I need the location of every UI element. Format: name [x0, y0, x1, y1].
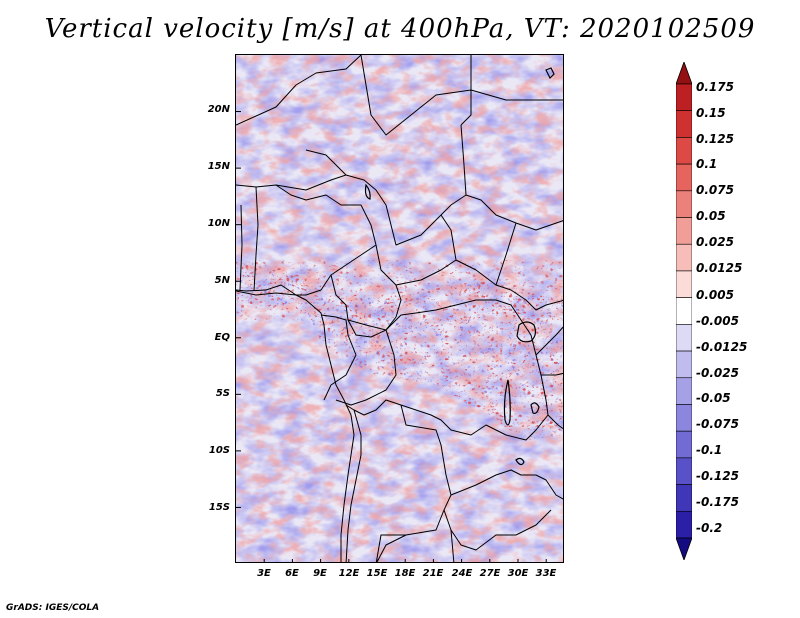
- lat-tick-label: 5S: [215, 388, 230, 399]
- lat-tick-label: 10N: [207, 218, 230, 229]
- colorbar-label: -0.025: [696, 366, 739, 380]
- colorbar-label: -0.075: [696, 417, 739, 431]
- country-boundaries: [236, 55, 563, 562]
- lon-tick-label: 24E: [451, 568, 473, 579]
- lon-tick-label: 15E: [366, 568, 388, 579]
- chart-title: Vertical velocity [m/s] at 400hPa, VT: 2…: [44, 14, 756, 44]
- lon-tick-label: 30E: [507, 568, 529, 579]
- colorbar-swatch: [676, 404, 692, 432]
- colorbar-label: 0.0125: [696, 261, 743, 275]
- colorbar-bottom-arrow: [676, 537, 692, 560]
- lon-tick-label: 27E: [479, 568, 501, 579]
- lat-tick-label: 10S: [208, 445, 230, 456]
- lon-tick-label: 33E: [535, 568, 557, 579]
- lat-tick-label: 5N: [214, 275, 230, 286]
- colorbar-label: 0.05: [696, 209, 726, 223]
- colorbar-swatch: [676, 510, 692, 539]
- lon-tick-label: 12E: [338, 568, 360, 579]
- colorbar-swatch: [676, 457, 692, 485]
- lon-tick-label: 21E: [422, 568, 444, 579]
- itcz-band: [236, 260, 563, 320]
- velocity-field-map: [236, 55, 563, 562]
- colorbar-swatch: [676, 163, 692, 192]
- colorbar-swatch: [676, 217, 692, 245]
- colorbar: [676, 62, 692, 560]
- colorbar-swatch: [676, 110, 692, 138]
- colorbar-label: -0.005: [696, 314, 739, 328]
- colorbar-label: -0.175: [696, 495, 739, 509]
- colorbar-swatch: [676, 484, 692, 512]
- colorbar-top-arrow: [676, 62, 692, 85]
- colorbar-label: -0.0125: [696, 340, 748, 354]
- colorbar-label: 0.175: [696, 80, 734, 94]
- colorbar-swatch: [676, 190, 692, 218]
- colorbar-swatch: [676, 83, 692, 112]
- colorbar-swatch: [676, 430, 692, 459]
- lat-tick-label: 20N: [207, 104, 230, 115]
- lon-tick-label: 3E: [257, 568, 271, 579]
- colorbar-swatch: [676, 377, 692, 405]
- lon-tick-label: 18E: [394, 568, 416, 579]
- colorbar-label: -0.2: [696, 521, 723, 535]
- lat-tick-label: 15S: [208, 502, 230, 513]
- colorbar-swatch: [676, 243, 692, 272]
- colorbar-label: -0.1: [696, 443, 723, 457]
- colorbar-label: 0.125: [696, 132, 734, 146]
- lat-tick-label: 15N: [207, 161, 230, 172]
- colorbar-swatch: [676, 297, 692, 325]
- colorbar-label: -0.05: [696, 391, 731, 405]
- map-panel: [235, 54, 564, 563]
- lon-tick-label: 9E: [313, 568, 327, 579]
- colorbar-swatch: [676, 270, 692, 298]
- lakes: [364, 67, 555, 466]
- colorbar-swatch: [676, 137, 692, 165]
- colorbar-swatch: [676, 350, 692, 379]
- colorbar-swatch: [676, 324, 692, 352]
- lat-tick-label: EQ: [214, 332, 230, 343]
- lon-tick-label: 6E: [285, 568, 299, 579]
- colorbar-label: 0.005: [696, 288, 734, 302]
- colorbar-label: -0.125: [696, 469, 739, 483]
- colorbar-label: 0.15: [696, 106, 726, 120]
- credit-label: GrADS: IGES/COLA: [6, 603, 100, 613]
- colorbar-label: 0.075: [696, 183, 734, 197]
- colorbar-label: 0.025: [696, 235, 734, 249]
- colorbar-label: 0.1: [696, 157, 718, 171]
